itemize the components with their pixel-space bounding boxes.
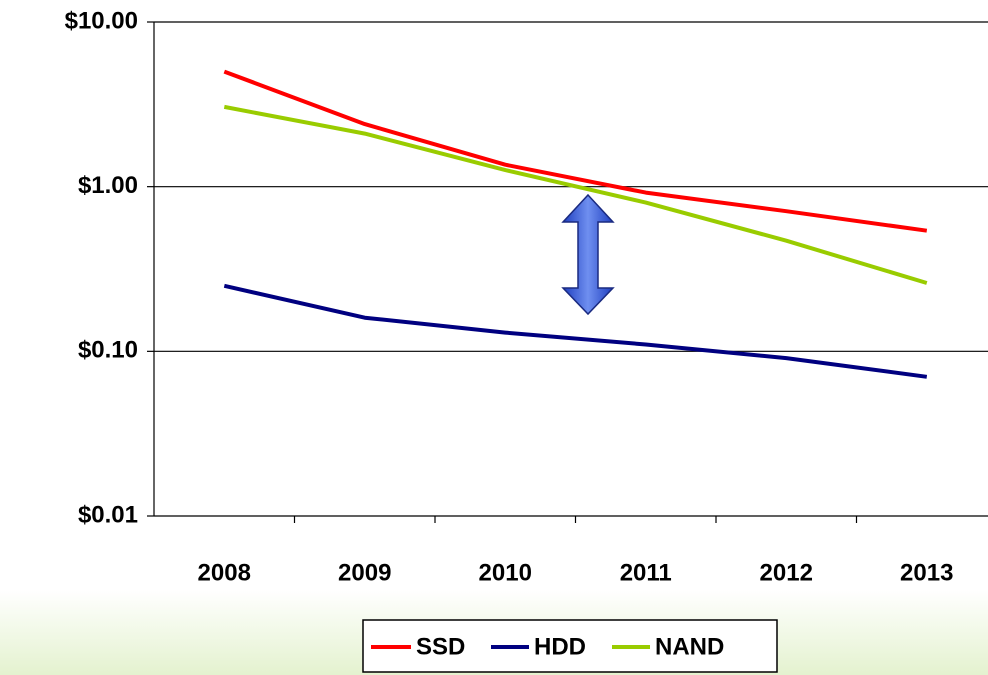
legend-label: NAND [655,633,724,660]
y-tick-label: $0.10 [78,337,138,364]
legend-box [362,619,778,673]
x-tick-label: 2011 [620,559,672,586]
series-line [223,69,928,233]
legend-label: HDD [534,633,586,660]
gap-arrow [561,193,615,316]
legend-label: SSD [416,633,465,660]
series-line [223,283,928,379]
y-tick-label: $1.00 [78,172,138,199]
x-tick-label: 2013 [900,559,953,586]
x-tick-label: 2012 [760,559,813,586]
y-tick-label: $10.00 [65,7,138,34]
series-line [223,104,928,285]
x-tick-label: 2008 [198,559,251,586]
x-tick-label: 2010 [479,559,532,586]
legend: SSD HDD NAND [362,619,778,673]
x-tick-label: 2009 [338,559,391,586]
y-tick-label: $0.01 [78,501,138,528]
